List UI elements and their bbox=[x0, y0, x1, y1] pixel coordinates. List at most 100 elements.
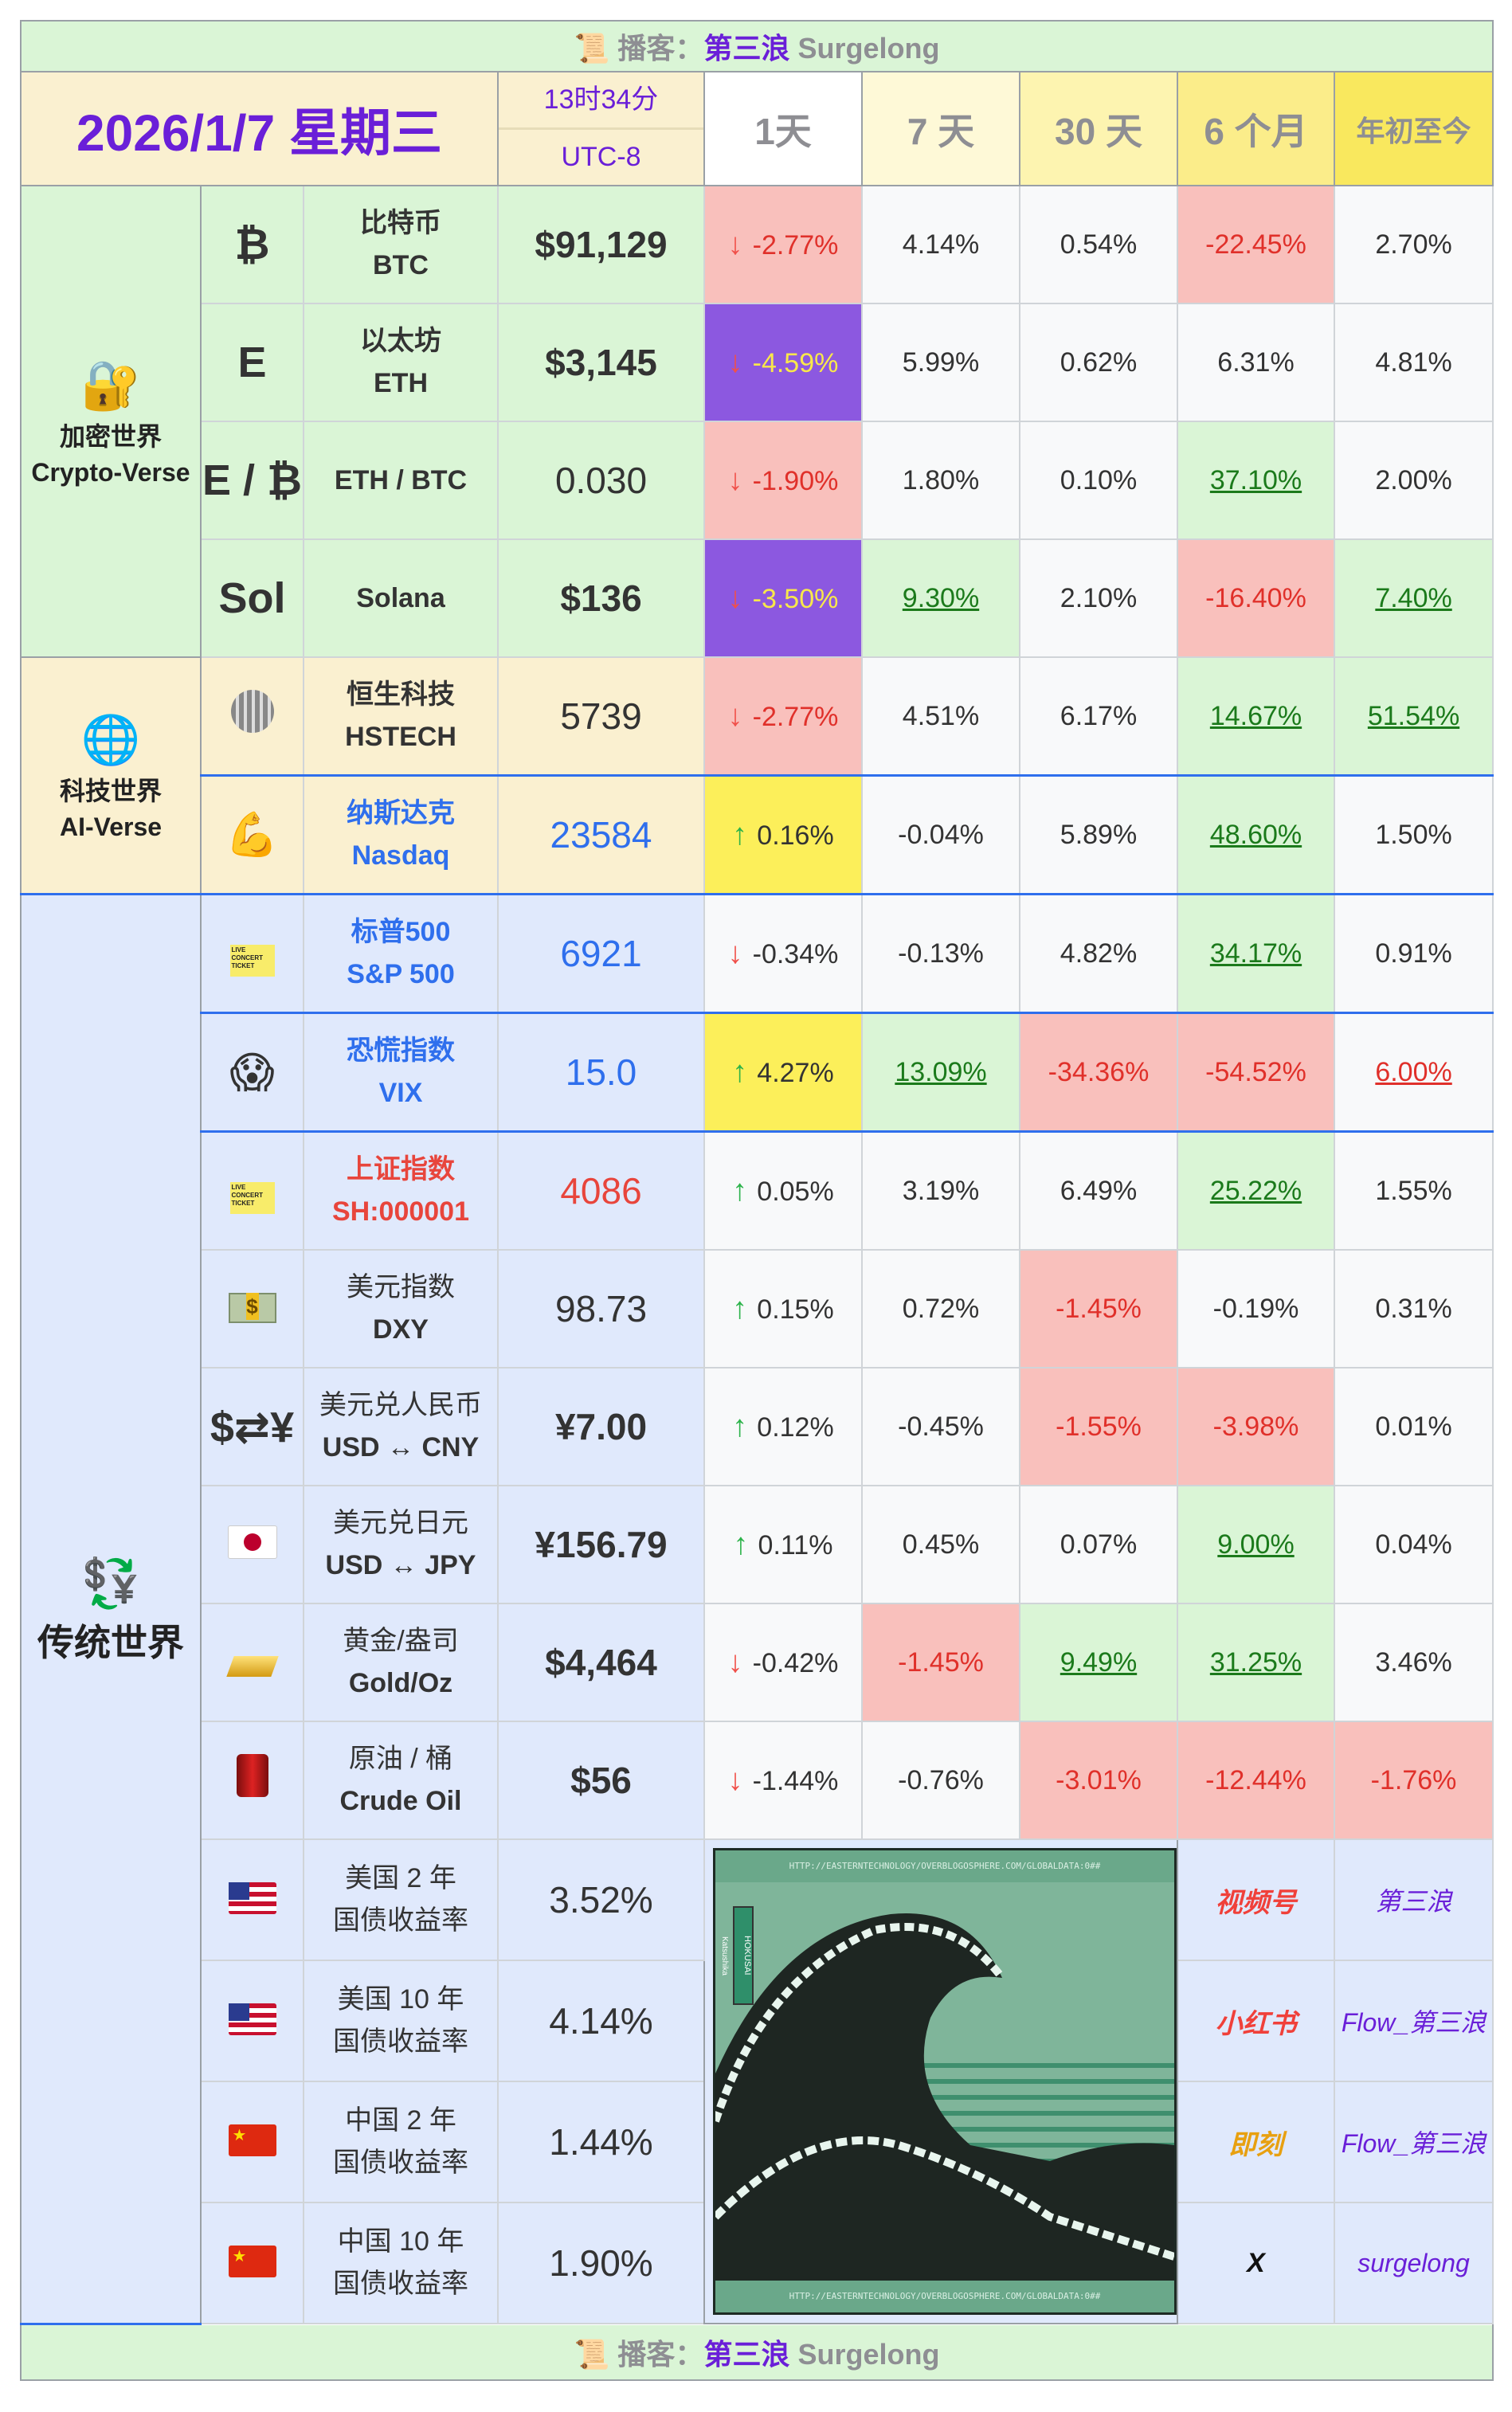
asset-price: ¥7.00 bbox=[497, 1367, 705, 1486]
change-cell: -12.44% bbox=[1177, 1721, 1335, 1840]
period-ytd: 年初至今 bbox=[1333, 71, 1494, 186]
change-cell: -1.45% bbox=[861, 1603, 1020, 1722]
arrow-down-icon: ↓ bbox=[727, 581, 743, 615]
table-row: E / ₿ ETH / BTC 0.030 ↓ -1.90% 1.80% 0.10% 37.1… bbox=[21, 421, 1494, 540]
table-row: 💱 传统世界 LIVE CONCERT TICKET 标普500 S&P 500 6921 ↓ -… bbox=[20, 893, 1494, 2325]
table-row: $⇄¥ 美元兑人民币 USD ↔ CNY ¥7.00 ↑ 0.12% -0.45% -1.55… bbox=[21, 1367, 1494, 1486]
change-cell: 0.62% bbox=[1019, 303, 1178, 422]
change-cell: 1.55% bbox=[1333, 1130, 1494, 1251]
arrow-down-icon: ↓ bbox=[727, 936, 743, 970]
arrow-down-icon: ↓ bbox=[727, 1763, 743, 1797]
social-platform[interactable]: 即刻 bbox=[1177, 2081, 1335, 2203]
change-cell: 0.04% bbox=[1333, 1485, 1494, 1604]
section-icon: 🔐 bbox=[80, 358, 141, 413]
change-cell: 3.19% bbox=[861, 1130, 1020, 1251]
goldbar-icon bbox=[225, 1656, 279, 1677]
arrow-down-icon: ↓ bbox=[727, 699, 743, 733]
arrow-down-icon: ↓ bbox=[727, 345, 743, 379]
change-cell: 14.67% bbox=[1177, 656, 1335, 777]
table-row: 🌐 科技世界 AI-Verse 恒生科技 HSTECH 5739 ↓ -2.77% 4.51% 6… bbox=[20, 656, 1494, 895]
change-cell: 0.45% bbox=[861, 1485, 1020, 1604]
arrow-up-icon: ↑ bbox=[732, 1291, 748, 1325]
bond-name: 中国 10 年国债收益率 bbox=[303, 2202, 499, 2324]
change-cell: 0.31% bbox=[1333, 1249, 1494, 1368]
change-cell: 34.17% bbox=[1177, 893, 1335, 1014]
asset-price: ¥156.79 bbox=[497, 1485, 705, 1604]
change-cell: -34.36% bbox=[1019, 1012, 1178, 1133]
change-cell: ↑ 0.05% bbox=[703, 1130, 863, 1251]
china-flag-icon bbox=[228, 2124, 276, 2156]
bond-row: 美国 2 年国债收益率 3.52% HTTP://EASTERNTECHNOLOG… bbox=[21, 1838, 1494, 2324]
change-cell: 13.09% bbox=[861, 1012, 1020, 1133]
disco-icon bbox=[230, 689, 274, 733]
arrow-up-icon: ↑ bbox=[732, 1173, 748, 1208]
change-cell: 3.46% bbox=[1333, 1603, 1494, 1722]
bond-name: 美国 10 年国债收益率 bbox=[303, 1960, 499, 2082]
change-cell: ↑ 0.12% bbox=[703, 1367, 863, 1486]
social-account[interactable]: Flow_第三浪 bbox=[1333, 1960, 1494, 2082]
arrow-down-icon: ↓ bbox=[727, 227, 743, 261]
asset-icon: $⇄¥ bbox=[210, 1403, 295, 1451]
change-cell: ↓ -0.34% bbox=[703, 893, 863, 1014]
asset-icon: E bbox=[237, 339, 267, 386]
change-cell: 4.51% bbox=[861, 656, 1020, 777]
social-account[interactable]: 第三浪 bbox=[1333, 1838, 1494, 1961]
change-cell: -0.76% bbox=[861, 1721, 1020, 1840]
social-platform[interactable]: X bbox=[1177, 2202, 1335, 2324]
asset-name: ETH / BTC bbox=[303, 421, 499, 540]
social-platform[interactable]: 视频号 bbox=[1177, 1838, 1335, 1961]
arrow-down-icon: ↓ bbox=[727, 1645, 743, 1679]
asset-icon: Sol bbox=[218, 574, 286, 622]
change-cell: 9.00% bbox=[1177, 1485, 1335, 1604]
asset-price: 5739 bbox=[497, 656, 705, 777]
change-cell: -22.45% bbox=[1177, 185, 1335, 304]
asset-name: Solana bbox=[303, 538, 499, 658]
change-cell: ↓ -4.59% bbox=[703, 303, 863, 422]
section-tech: 🌐 科技世界 AI-Verse bbox=[20, 656, 202, 895]
asset-name: 上证指数 SH:000001 bbox=[303, 1130, 499, 1251]
arrow-up-icon: ↑ bbox=[732, 1055, 748, 1089]
social-platform[interactable]: 小红书 bbox=[1177, 1960, 1335, 2082]
podcast-banner-top: 📜 播客：第三浪 Surgelong bbox=[19, 20, 1494, 72]
arrow-up-icon: ↑ bbox=[732, 1409, 748, 1443]
change-cell: 9.49% bbox=[1019, 1603, 1178, 1722]
asset-icon: E / ₿ bbox=[202, 456, 303, 504]
social-account[interactable]: surgelong bbox=[1333, 2202, 1494, 2324]
change-cell: 5.99% bbox=[861, 303, 1020, 422]
asset-name: 黄金/盎司 Gold/Oz bbox=[303, 1603, 499, 1722]
asset-icon: 😱 bbox=[229, 1048, 275, 1097]
podcast-banner-bottom: 📜 播客：第三浪 Surgelong bbox=[19, 2323, 1494, 2381]
arrow-up-icon: ↑ bbox=[733, 1527, 749, 1561]
asset-name: 美元兑日元 USD ↔ JPY bbox=[303, 1485, 499, 1604]
change-cell: 4.81% bbox=[1333, 303, 1494, 422]
table-row: 黄金/盎司 Gold/Oz $4,464 ↓ -0.42% -1.45% 9.49% 31.2… bbox=[21, 1603, 1494, 1722]
section-icon: 💱 bbox=[80, 1556, 141, 1610]
change-cell: 6.49% bbox=[1019, 1130, 1178, 1251]
change-cell: 2.10% bbox=[1019, 538, 1178, 658]
change-cell: -0.45% bbox=[861, 1367, 1020, 1486]
bond-yield: 1.90% bbox=[497, 2202, 705, 2324]
wave-illustration bbox=[715, 1882, 1174, 2281]
asset-name: 比特币 BTC bbox=[303, 185, 499, 304]
asset-name: 原油 / 桶 Crude Oil bbox=[303, 1721, 499, 1840]
arrow-up-icon: ↑ bbox=[732, 817, 748, 852]
table-row: 🔐 加密世界 Crypto-Verse ₿ 比特币 BTC $91,129 ↓ -2.77% 4.… bbox=[20, 185, 1494, 658]
change-cell: -1.76% bbox=[1333, 1721, 1494, 1840]
ticket-icon: LIVE CONCERT TICKET bbox=[229, 945, 275, 977]
change-cell: ↑ 0.11% bbox=[703, 1485, 863, 1604]
change-cell: -0.04% bbox=[861, 774, 1020, 895]
change-cell: 4.82% bbox=[1019, 893, 1178, 1014]
change-cell: 1.50% bbox=[1333, 774, 1494, 895]
change-cell: 25.22% bbox=[1177, 1130, 1335, 1251]
social-account[interactable]: Flow_第三浪 bbox=[1333, 2081, 1494, 2203]
arrow-down-icon: ↓ bbox=[727, 463, 743, 497]
change-cell: ↑ 0.15% bbox=[703, 1249, 863, 1368]
asset-price: $56 bbox=[497, 1721, 705, 1840]
change-cell: 2.70% bbox=[1333, 185, 1494, 304]
change-cell: -0.19% bbox=[1177, 1249, 1335, 1368]
change-cell: ↓ -0.42% bbox=[703, 1603, 863, 1722]
change-cell: 1.80% bbox=[861, 421, 1020, 540]
section-trad: 💱 传统世界 bbox=[20, 893, 202, 2325]
